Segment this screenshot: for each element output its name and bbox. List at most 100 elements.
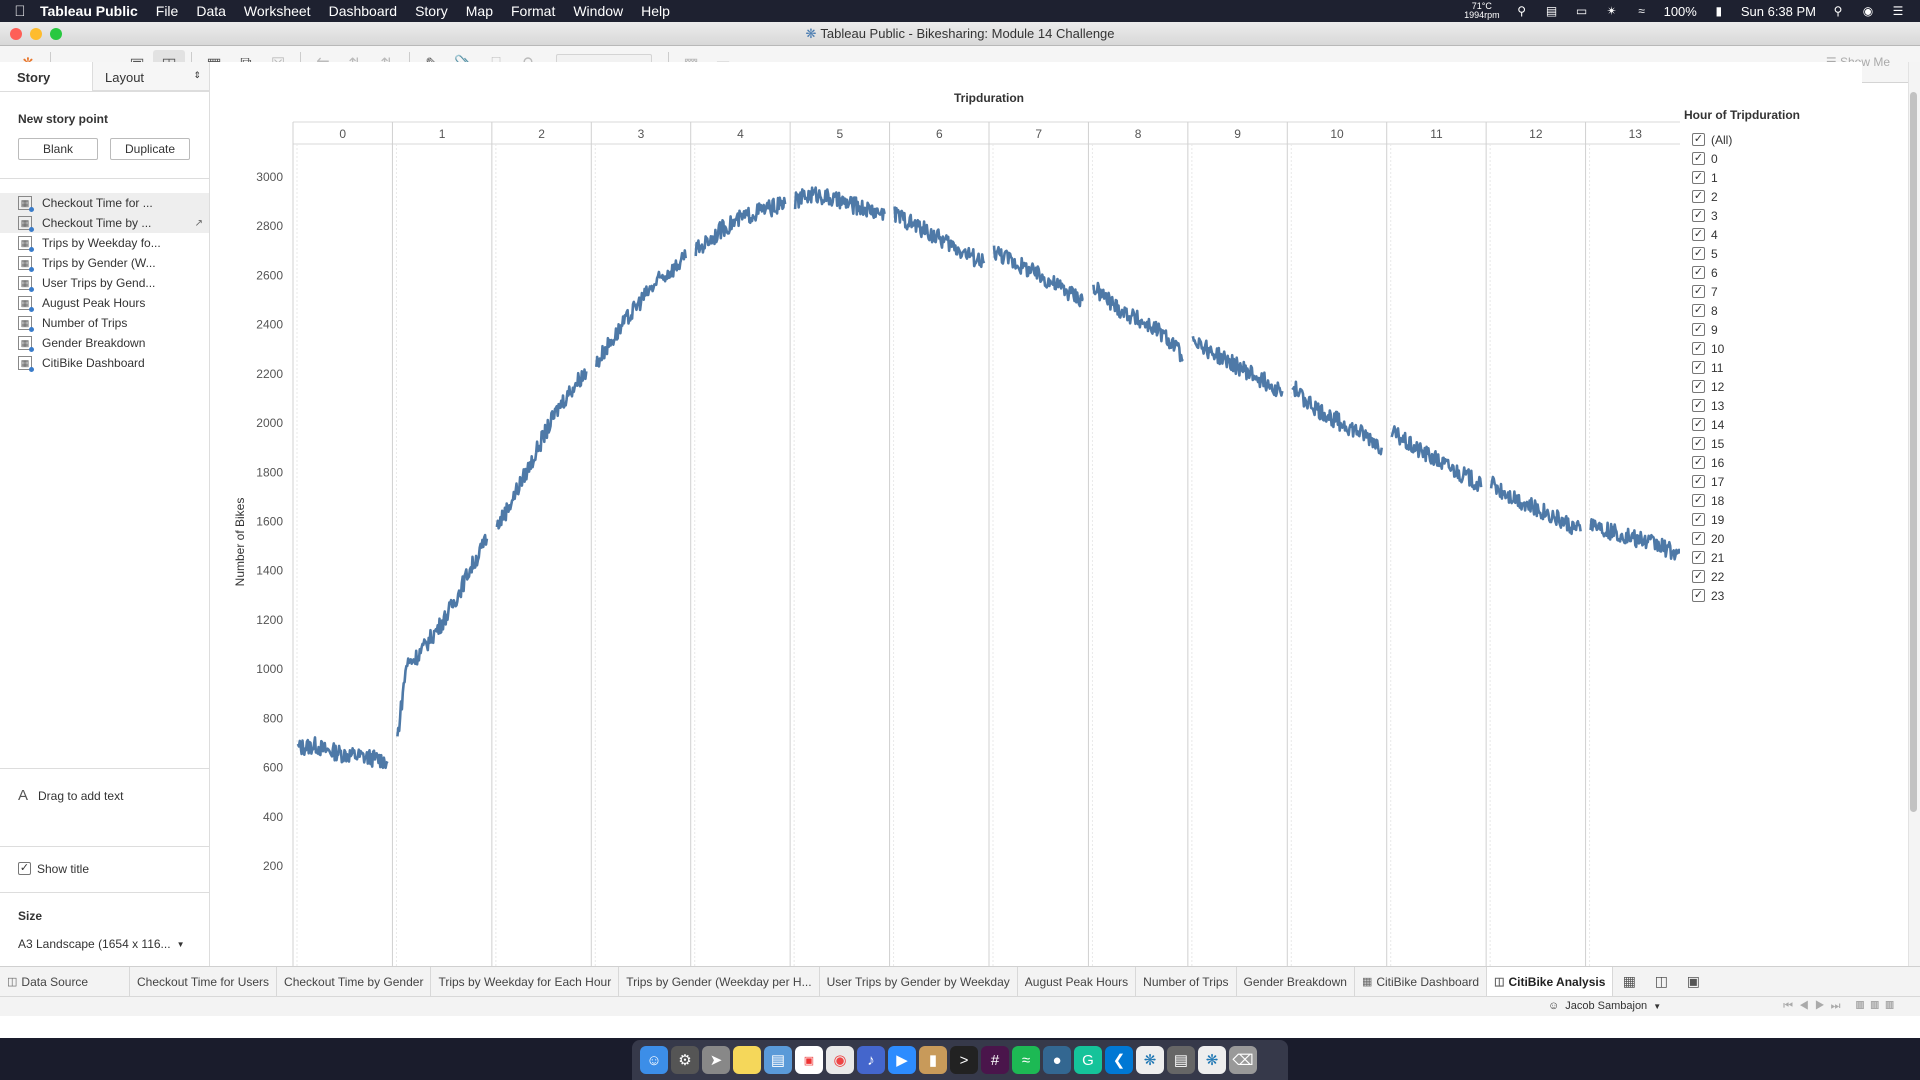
legend-checkbox[interactable]: ✓ — [1692, 285, 1705, 298]
legend-checkbox[interactable]: ✓ — [1692, 532, 1705, 545]
battery-percent[interactable]: 100% — [1663, 3, 1697, 19]
legend-item[interactable]: ✓ 20 — [1684, 529, 1824, 548]
tab-sheet[interactable]: Checkout Time by Gender — [277, 966, 432, 997]
preview-icon[interactable]: ▤ — [764, 1046, 792, 1074]
menu-window[interactable]: Window — [573, 3, 624, 19]
slack-icon[interactable]: # — [981, 1046, 1009, 1074]
legend-checkbox[interactable]: ✓ — [1692, 570, 1705, 583]
fan-monitor[interactable]: 71°C 1994rpm — [1464, 2, 1500, 20]
notes-icon[interactable] — [733, 1046, 761, 1074]
legend-item[interactable]: ✓ 10 — [1684, 339, 1824, 358]
tableau-icon[interactable]: ❋ — [1136, 1046, 1164, 1074]
legend-checkbox[interactable]: ✓ — [1692, 190, 1705, 203]
show-title-row[interactable]: ✓ Show title — [0, 846, 210, 892]
legend-item[interactable]: ✓ 23 — [1684, 586, 1824, 605]
tab-dashboard[interactable]: ▦ CitiBike Dashboard — [1355, 966, 1488, 997]
tab-data-source[interactable]: ◫ Data Source — [0, 966, 130, 997]
legend-checkbox[interactable]: ✓ — [1692, 323, 1705, 336]
legend-checkbox[interactable]: ✓ — [1692, 152, 1705, 165]
trash-icon[interactable]: ⌫ — [1229, 1046, 1257, 1074]
legend-item[interactable]: ✓ 17 — [1684, 472, 1824, 491]
show-title-checkbox[interactable]: ✓ — [18, 862, 31, 875]
siri-icon[interactable]: ◉ — [1862, 4, 1874, 18]
tab-layout[interactable]: Layout ⇕ — [92, 62, 209, 91]
legend-checkbox[interactable]: ✓ — [1692, 494, 1705, 507]
legend-item[interactable]: ✓ 21 — [1684, 548, 1824, 567]
scrollbar-thumb[interactable] — [1910, 92, 1917, 812]
drag-text-area[interactable]: A Drag to add text — [0, 768, 210, 846]
sheet-item[interactable]: ▦ Gender Breakdown — [0, 333, 209, 353]
sheet-item[interactable]: ▦ August Peak Hours — [0, 293, 209, 313]
bluetooth-icon[interactable]: ✴ — [1606, 4, 1617, 18]
legend-checkbox[interactable]: ✓ — [1692, 209, 1705, 222]
legend-checkbox[interactable]: ✓ — [1692, 133, 1705, 146]
wifi-icon[interactable]: ≈ — [1638, 4, 1645, 18]
legend-checkbox[interactable]: ✓ — [1692, 475, 1705, 488]
sheet-navigation[interactable]: ⏮◀▶⏭ ▦▦▦ — [1783, 1000, 1900, 1012]
battery-icon[interactable]: ▮ — [1715, 4, 1723, 18]
legend-item[interactable]: ✓ 9 — [1684, 320, 1824, 339]
legend-checkbox[interactable]: ✓ — [1692, 589, 1705, 602]
legend-item[interactable]: ✓ 11 — [1684, 358, 1824, 377]
legend-item[interactable]: ✓ 16 — [1684, 453, 1824, 472]
legend-checkbox[interactable]: ✓ — [1692, 551, 1705, 564]
sheet-item[interactable]: ▦ User Trips by Gend... — [0, 273, 209, 293]
legend-item[interactable]: ✓ 2 — [1684, 187, 1824, 206]
menu-file[interactable]: File — [155, 3, 179, 19]
chrome-icon[interactable]: ◉ — [826, 1046, 854, 1074]
menu-dashboard[interactable]: Dashboard — [328, 3, 398, 19]
finder-icon[interactable]: ☺ — [640, 1046, 668, 1074]
tab-sheet[interactable]: Number of Trips — [1136, 966, 1237, 997]
screen-mirror-icon[interactable]: ▤ — [1545, 4, 1558, 18]
legend-item[interactable]: ✓ 8 — [1684, 301, 1824, 320]
tab-sheet[interactable]: User Trips by Gender by Weekday — [820, 966, 1018, 997]
legend-item[interactable]: ✓ (All) — [1684, 130, 1824, 149]
tab-sheet[interactable]: Trips by Weekday for Each Hour — [431, 966, 620, 997]
legend-item[interactable]: ✓ 0 — [1684, 149, 1824, 168]
menu-story[interactable]: Story — [415, 3, 448, 19]
menu-data[interactable]: Data — [196, 3, 226, 19]
new-dashboard-tab-icon[interactable]: ◫ — [1654, 973, 1669, 989]
tab-sheet[interactable]: Checkout Time for Users — [130, 966, 278, 997]
close-window-button[interactable] — [10, 27, 22, 40]
system-preferences-icon[interactable]: ⚙ — [671, 1046, 699, 1074]
size-dropdown[interactable]: A3 Landscape (1654 x 116... ▼ — [18, 937, 210, 951]
legend-checkbox[interactable]: ✓ — [1692, 399, 1705, 412]
app-menu[interactable]: Tableau Public — [40, 3, 138, 19]
legend-item[interactable]: ✓ 4 — [1684, 225, 1824, 244]
legend-item[interactable]: ✓ 5 — [1684, 244, 1824, 263]
legend-item[interactable]: ✓ 15 — [1684, 434, 1824, 453]
sheet-item[interactable]: ▦ Trips by Weekday fo... — [0, 233, 209, 253]
go-to-sheet-icon[interactable]: ↗ — [194, 217, 203, 229]
new-story-tab-icon[interactable]: ▣ — [1686, 973, 1701, 989]
legend-checkbox[interactable]: ✓ — [1692, 247, 1705, 260]
duplicate-button[interactable]: Duplicate — [110, 138, 190, 160]
legend-item[interactable]: ✓ 3 — [1684, 206, 1824, 225]
legend-checkbox[interactable]: ✓ — [1692, 304, 1705, 317]
user-menu[interactable]: ☺ Jacob Sambajon ▼ — [1548, 1000, 1661, 1012]
legend-item[interactable]: ✓ 22 — [1684, 567, 1824, 586]
sheet-item[interactable]: ▦ Checkout Time for ... — [0, 193, 209, 213]
zoom-icon[interactable]: ▶ — [888, 1046, 916, 1074]
spotlight-icon[interactable]: ⚲ — [1833, 4, 1843, 18]
new-worksheet-tab-icon[interactable]: ▦ — [1622, 973, 1637, 989]
zoom-window-button[interactable] — [50, 27, 62, 40]
legend-checkbox[interactable]: ✓ — [1692, 266, 1705, 279]
legend-checkbox[interactable]: ✓ — [1692, 228, 1705, 241]
legend-checkbox[interactable]: ✓ — [1692, 513, 1705, 526]
legend-checkbox[interactable]: ✓ — [1692, 418, 1705, 431]
legend-item[interactable]: ✓ 12 — [1684, 377, 1824, 396]
legend-checkbox[interactable]: ✓ — [1692, 456, 1705, 469]
voice-memos-icon[interactable]: ♪ — [857, 1046, 885, 1074]
calendar-icon[interactable]: ▣ — [795, 1046, 823, 1074]
legend-item[interactable]: ✓ 14 — [1684, 415, 1824, 434]
blank-button[interactable]: Blank — [18, 138, 98, 160]
vscode-icon[interactable]: ❮ — [1105, 1046, 1133, 1074]
legend-item[interactable]: ✓ 18 — [1684, 491, 1824, 510]
legend-checkbox[interactable]: ✓ — [1692, 361, 1705, 374]
menu-format[interactable]: Format — [511, 3, 556, 19]
menu-map[interactable]: Map — [465, 3, 493, 19]
terminal-icon[interactable]: > — [950, 1046, 978, 1074]
notification-center-icon[interactable]: ☰ — [1892, 4, 1904, 18]
legend-item[interactable]: ✓ 7 — [1684, 282, 1824, 301]
